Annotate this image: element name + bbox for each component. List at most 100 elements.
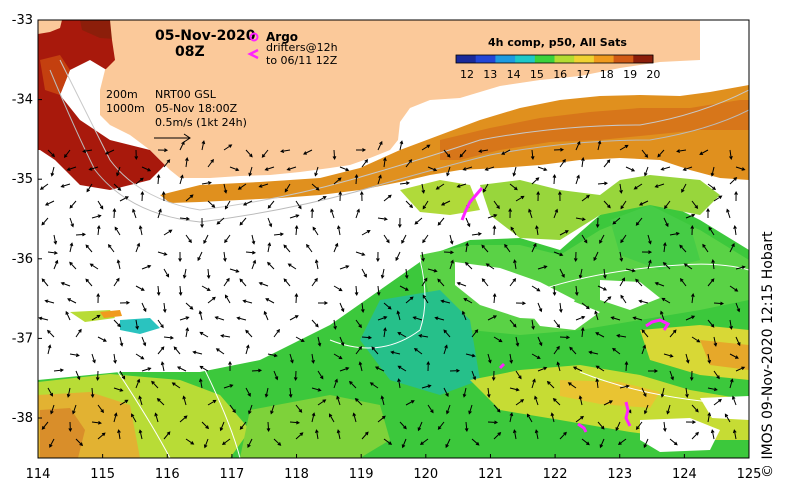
current-arrow <box>295 404 303 413</box>
current-arrow <box>713 195 723 202</box>
current-arrow <box>383 327 387 338</box>
current-arrow <box>311 319 319 328</box>
current-arrow <box>397 365 407 372</box>
current-arrow <box>156 173 161 185</box>
model-time: 05-Nov 18:00Z <box>155 102 238 115</box>
current-arrow <box>484 166 495 171</box>
current-arrow <box>317 370 324 380</box>
current-arrow <box>273 370 279 381</box>
current-arrow <box>360 302 365 313</box>
current-arrow <box>558 302 563 313</box>
current-arrow <box>635 217 643 226</box>
current-arrow <box>333 177 342 185</box>
current-arrow <box>311 387 322 392</box>
current-arrow <box>616 334 627 338</box>
current-arrow <box>413 348 423 355</box>
current-arrow <box>660 166 671 171</box>
current-arrow <box>399 140 404 151</box>
current-arrow <box>86 183 93 193</box>
colorbar-tick-label: 14 <box>507 68 521 81</box>
argo-marker-icon <box>249 32 259 42</box>
current-arrow <box>663 353 674 358</box>
current-arrow <box>647 259 652 270</box>
current-arrow <box>248 404 253 415</box>
colorbar-tick-label: 15 <box>530 68 544 81</box>
current-arrow <box>116 166 121 177</box>
current-arrow <box>632 316 643 321</box>
current-arrow <box>481 244 489 253</box>
current-arrow <box>531 353 541 359</box>
current-arrow <box>635 278 643 287</box>
current-arrow <box>369 382 379 389</box>
current-arrow <box>619 183 623 194</box>
current-arrow <box>707 278 715 287</box>
current-arrow <box>619 251 624 262</box>
current-arrow <box>685 353 690 364</box>
current-arrow <box>219 421 225 432</box>
current-arrow <box>317 301 329 305</box>
current-arrow <box>176 366 187 372</box>
current-arrow <box>289 353 294 364</box>
current-arrow <box>47 250 58 255</box>
current-arrow <box>581 194 590 202</box>
current-arrow <box>559 335 571 340</box>
current-arrow <box>154 412 159 423</box>
current-arrow <box>134 149 139 161</box>
current-arrow <box>157 148 169 153</box>
current-arrow <box>531 378 536 389</box>
current-arrow <box>657 149 665 158</box>
current-arrow <box>199 365 209 372</box>
current-arrow <box>599 438 605 449</box>
current-arrow <box>197 251 203 262</box>
credit-label: © IMOS 09-Nov-2020 12:15 Hobart <box>760 231 776 478</box>
current-arrow <box>179 174 184 185</box>
drifter-track <box>577 422 588 433</box>
current-arrow <box>135 353 145 360</box>
model-name: NRT00 GSL <box>155 88 217 101</box>
current-arrow <box>478 149 489 153</box>
current-arrow <box>537 336 543 347</box>
current-arrow <box>689 370 694 382</box>
current-arrow <box>352 412 357 423</box>
current-arrow <box>619 144 629 151</box>
current-arrow <box>594 310 599 321</box>
current-arrow <box>666 404 671 415</box>
current-arrow <box>247 438 253 448</box>
current-arrow <box>493 404 501 413</box>
current-arrow <box>90 387 95 399</box>
current-arrow <box>119 370 126 380</box>
current-arrow <box>239 421 247 430</box>
current-arrow <box>702 243 709 253</box>
current-arrow <box>537 302 543 313</box>
current-arrow <box>251 234 256 245</box>
colorbar-cell <box>593 55 615 63</box>
depth-200-label: 200m <box>106 88 138 101</box>
current-arrow <box>553 147 565 152</box>
current-arrow <box>75 328 82 338</box>
current-arrow <box>245 387 251 397</box>
current-arrow <box>179 216 190 221</box>
current-arrow <box>552 173 557 185</box>
current-arrow <box>328 413 335 423</box>
colorbar-tick-label: 20 <box>646 68 660 81</box>
y-tick-label: -37 <box>12 331 33 346</box>
current-arrow <box>492 293 497 304</box>
current-arrow <box>338 190 343 202</box>
current-arrow <box>198 378 203 389</box>
current-arrow <box>597 285 608 291</box>
current-arrow <box>288 387 293 398</box>
current-arrow <box>421 183 426 194</box>
current-arrow <box>229 268 240 273</box>
current-arrow <box>361 158 369 168</box>
current-arrow <box>493 336 503 343</box>
current-arrow <box>710 166 715 177</box>
current-arrow <box>280 149 291 153</box>
current-arrow <box>603 296 612 304</box>
colorbar-tick-label: 18 <box>600 68 614 81</box>
current-arrow <box>492 224 497 236</box>
current-arrow <box>163 431 171 440</box>
current-arrow <box>383 302 392 310</box>
current-arrow <box>89 263 99 270</box>
current-arrow <box>612 217 621 225</box>
current-arrow <box>135 177 144 185</box>
